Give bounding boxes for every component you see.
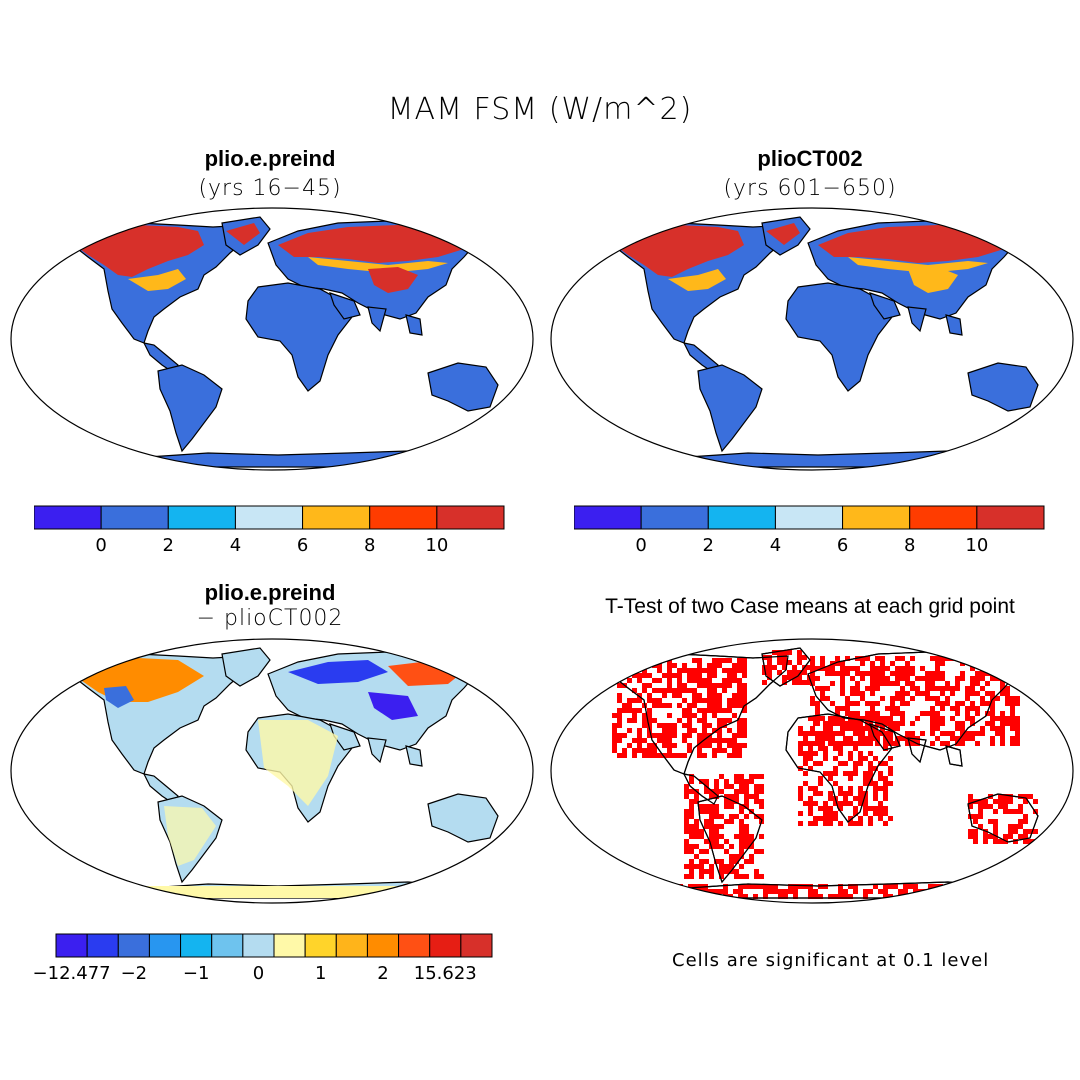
snow-greenland — [766, 223, 800, 245]
land-seasia — [405, 314, 423, 336]
colorbar-tick-label: −2 — [121, 963, 148, 984]
panel-3-title: plio.e.preind — [204, 580, 336, 605]
colorbar-swatch — [273, 933, 306, 958]
snow-fringe-namerica — [128, 269, 186, 291]
land-seasia — [405, 745, 423, 767]
map-border — [550, 638, 1074, 904]
colorbar-tick-label: 4 — [770, 535, 781, 555]
panel-2-title: plioCT002 — [757, 146, 863, 171]
panel-1-title: plio.e.preind — [204, 146, 336, 171]
colorbar-tick-label: −12.477 — [33, 963, 111, 984]
panel-2-map — [550, 207, 1074, 471]
snow-band-eurasia — [278, 225, 470, 263]
colorbar-swatch — [304, 933, 337, 958]
map-border — [550, 207, 1074, 471]
map-border — [10, 638, 534, 904]
colorbar-tick-label: 0 — [635, 535, 646, 555]
land-india — [907, 306, 927, 333]
diff-neg-europe — [288, 660, 388, 684]
colorbar-swatch — [429, 933, 462, 958]
colorbar-swatch — [774, 505, 844, 530]
land-india — [367, 737, 387, 764]
colorbar-swatch — [842, 505, 911, 530]
colorbar-tick-label: 0 — [253, 963, 264, 984]
colorbar-tick-label: 8 — [364, 535, 375, 555]
colorbar-swatch — [117, 933, 150, 958]
panel-1-colorbar: 0 2 4 6 8 10 — [34, 505, 505, 555]
colorbar-tick-label: −1 — [183, 963, 210, 984]
snow-greenland — [226, 223, 260, 245]
colorbar-tick-label: 6 — [297, 535, 308, 555]
land-seasia — [945, 314, 963, 336]
panel-3-map — [10, 638, 534, 904]
colorbar-swatch — [574, 505, 642, 530]
panel-4-map — [550, 638, 1074, 904]
colorbar-swatch — [369, 505, 438, 530]
colorbar-tick-label: 2 — [703, 535, 714, 555]
colorbar-tick-label: 10 — [965, 535, 988, 555]
land-greenland — [221, 647, 271, 687]
colorbar-swatch — [909, 505, 978, 530]
colorbar-swatch — [242, 933, 275, 958]
panel-2-colorbar: 0 2 4 6 8 10 — [574, 505, 1045, 555]
colorbar-tick-label: 1 — [315, 963, 326, 984]
diff-neg-namerica — [104, 686, 134, 708]
colorbar-swatch — [148, 933, 182, 958]
land-australia — [427, 793, 499, 843]
snow-fringe-eurasia — [848, 257, 988, 273]
colorbar-tick-label: 2 — [377, 963, 388, 984]
colorbar-swatch — [211, 933, 244, 958]
land-samerica — [697, 364, 763, 453]
colorbar-swatch — [335, 933, 368, 958]
land-samerica — [157, 364, 223, 453]
snow-fringe-namerica — [668, 269, 726, 291]
land-arabia — [869, 292, 901, 320]
land-australia — [967, 362, 1039, 412]
land-india — [367, 306, 387, 333]
land-australia — [427, 362, 499, 412]
colorbar-tick-label: 4 — [230, 535, 241, 555]
diff-antarctica — [96, 886, 478, 898]
colorbar-swatch — [180, 933, 213, 958]
colorbar-swatch — [366, 933, 400, 958]
snow-fringe-eurasia — [308, 257, 448, 273]
colorbar-swatch — [34, 505, 102, 530]
colorbar-tick-label: 10 — [425, 535, 448, 555]
figure-title: MAM FSM (W/m^2) — [387, 92, 693, 127]
panel-2-subtitle: (yrs 601−650) — [723, 176, 897, 201]
colorbar-swatch — [640, 505, 709, 530]
colorbar-swatch — [86, 933, 119, 958]
colorbar-swatch — [234, 505, 304, 530]
colorbar-tick-label: 8 — [904, 535, 915, 555]
colorbar-swatch — [460, 933, 493, 958]
significance-note: Cells are significant at 0.1 level — [672, 950, 990, 971]
panel-4-title: T-Test of two Case means at each grid po… — [605, 595, 1015, 618]
panel-1-subtitle: (yrs 16−45) — [198, 176, 342, 201]
snow-tibet — [908, 267, 958, 293]
panel-3-subtitle: − plioCT002 — [196, 606, 344, 631]
snow-band-eurasia — [818, 225, 1010, 263]
colorbar-swatch — [167, 505, 236, 530]
diff-neg-asia — [368, 692, 418, 720]
colorbar-tick-label: 2 — [163, 535, 174, 555]
colorbar-tick-label: 6 — [837, 535, 848, 555]
diff-africa-speckle — [258, 720, 338, 806]
colorbar-swatch — [100, 505, 169, 530]
diff-samerica-speckle — [164, 806, 216, 866]
panel-1-map — [10, 207, 534, 471]
colorbar-swatch — [55, 933, 88, 958]
land-arabia — [329, 292, 361, 320]
colorbar-swatch — [976, 505, 1045, 530]
colorbar-tick-label: 0 — [95, 535, 106, 555]
colorbar-swatch — [436, 505, 505, 530]
map-border — [10, 207, 534, 471]
colorbar-swatch — [302, 505, 371, 530]
colorbar-tick-label: 15.623 — [414, 963, 477, 984]
colorbar-swatch — [707, 505, 776, 530]
snow-tibet — [368, 267, 418, 293]
colorbar-swatch — [398, 933, 431, 958]
panel-3-colorbar: −12.477 −2 −1 0 1 2 15.623 — [33, 933, 493, 984]
